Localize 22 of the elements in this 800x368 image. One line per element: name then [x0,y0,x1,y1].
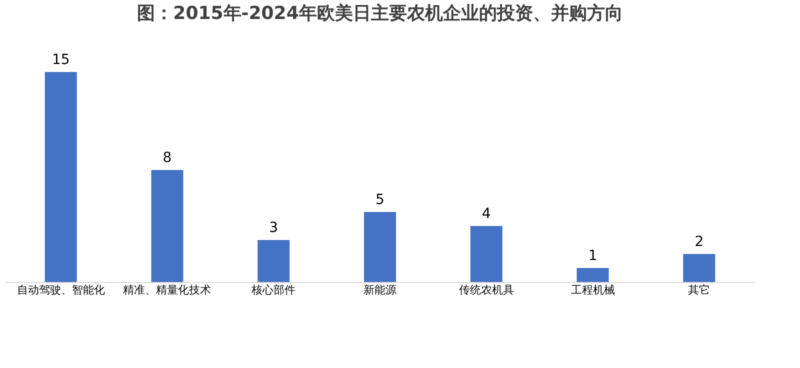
bar [683,254,716,282]
data-label: 8 [162,150,172,166]
data-label: 4 [482,206,491,222]
data-label: 3 [269,220,278,236]
bar [151,170,184,282]
data-label: 1 [588,248,598,264]
x-tick-label: 核心部件 [250,284,296,296]
bar [470,226,502,282]
data-label: 5 [376,192,384,208]
bar [364,212,396,282]
x-tick-label: 其它 [688,284,710,296]
bar [576,268,609,282]
x-tick-label: 传统农机具 [458,284,514,296]
data-label: 2 [694,234,704,250]
x-tick-label: 精准、精量化技术 [123,284,212,296]
bar [258,240,290,282]
x-tick-label: 自动驾驶、智能化 [16,284,105,296]
bar [44,72,77,282]
chart-title: 图：2015年-2024年欧美日主要农机企业的投资、并购方向 [137,3,623,24]
x-tick-label: 工程机械 [570,284,615,296]
data-label: 15 [52,52,70,68]
x-tick-label: 新能源 [364,284,396,296]
